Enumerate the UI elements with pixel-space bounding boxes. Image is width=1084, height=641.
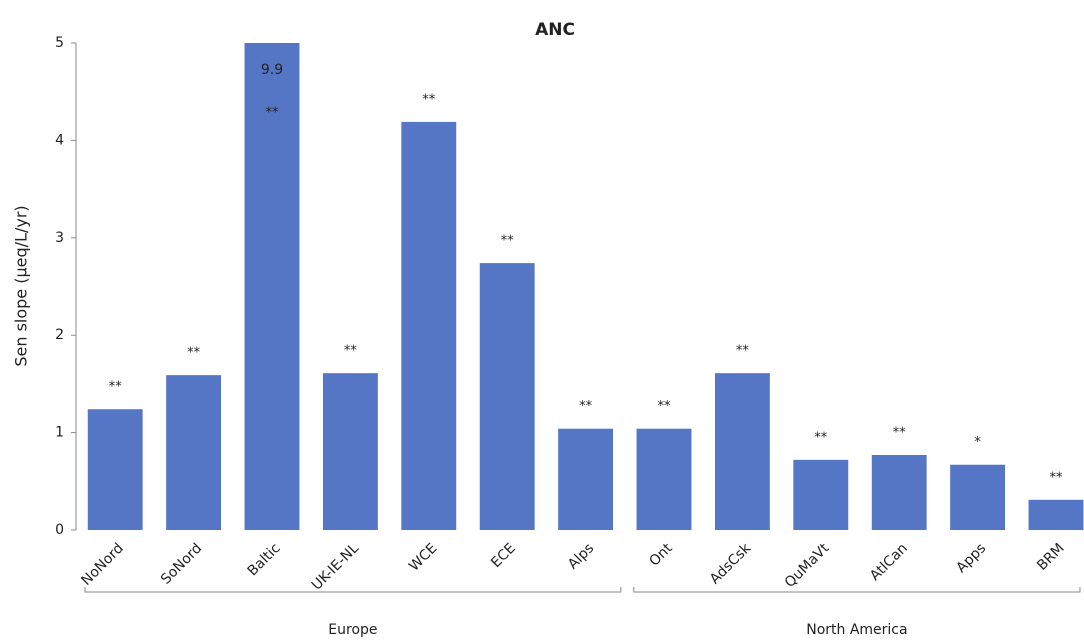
y-tick-label: 4 — [55, 132, 64, 148]
significance: ** — [501, 234, 515, 249]
data-label: 9.9 — [261, 62, 283, 78]
group-bracket — [84, 587, 622, 593]
significance: ** — [344, 344, 358, 359]
chart-title: ANC — [535, 20, 575, 40]
bar — [87, 409, 143, 530]
x-tick-label: UK-IE-NL — [309, 540, 362, 593]
bar — [714, 373, 770, 530]
significance: ** — [109, 380, 123, 395]
x-tick-label: NoNord — [78, 540, 126, 588]
bar — [793, 459, 849, 530]
group-label: North America — [806, 622, 907, 638]
significance: ** — [579, 399, 593, 414]
y-tick-label: 5 — [55, 35, 64, 51]
y-axis-label: Sen slope (μeq/L/yr) — [12, 205, 31, 366]
x-tick-label: SoNord — [158, 540, 205, 587]
bar — [479, 263, 535, 530]
bar — [322, 373, 378, 530]
bar — [558, 428, 614, 530]
significance: * — [974, 435, 981, 450]
y-tick-label: 3 — [55, 230, 64, 246]
y-tick-label: 2 — [55, 327, 64, 343]
significance: ** — [814, 430, 828, 445]
x-tick-label: BRM — [1034, 540, 1068, 574]
bar — [401, 121, 457, 530]
bar — [1028, 499, 1084, 530]
significance: ** — [658, 399, 672, 414]
x-tick-label: Ont — [646, 540, 676, 570]
significance: ** — [1050, 470, 1064, 485]
y-tick-label: 1 — [55, 425, 64, 441]
x-tick-label: Apps — [953, 540, 989, 576]
significance: ** — [422, 92, 436, 107]
group-bracket — [633, 587, 1081, 593]
x-tick-label: ECE — [488, 540, 519, 571]
significance: ** — [736, 344, 750, 359]
significance: ** — [187, 346, 201, 361]
bar — [636, 428, 692, 530]
group-label: Europe — [328, 622, 377, 638]
bar — [950, 464, 1006, 530]
significance: ** — [893, 426, 907, 441]
bar — [871, 455, 927, 530]
bar — [166, 375, 222, 530]
x-tick-label: AtlCan — [867, 540, 911, 584]
x-tick-label: QuMaVt — [782, 540, 833, 591]
y-tick-label: 0 — [55, 522, 64, 538]
significance: ** — [266, 106, 280, 121]
x-tick-label: Alps — [565, 540, 597, 572]
bar — [244, 43, 300, 530]
x-tick-label: AdsCsk — [707, 540, 755, 588]
x-tick-label: WCE — [406, 540, 440, 574]
x-tick-label: Baltic — [245, 540, 284, 579]
